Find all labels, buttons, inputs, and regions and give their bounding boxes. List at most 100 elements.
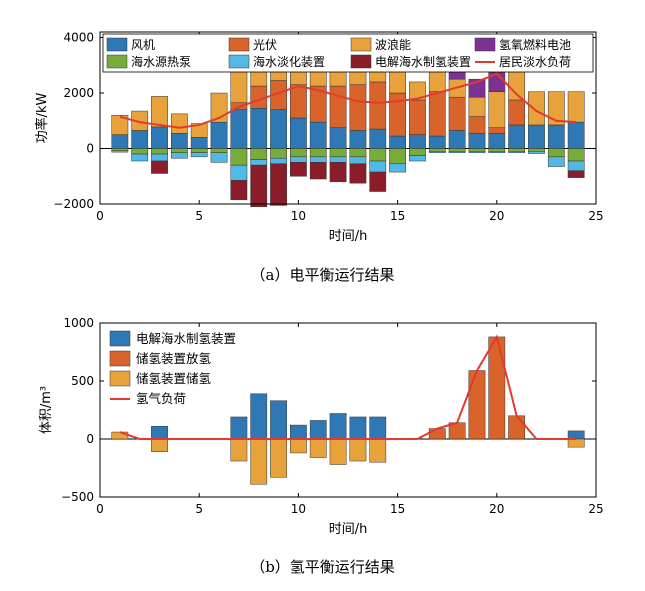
h2-bar-h2_electrolyzer bbox=[270, 400, 287, 440]
h2-x-tick-label: 10 bbox=[291, 502, 306, 516]
elec-bar-wave bbox=[389, 70, 406, 94]
elec-bar-wind bbox=[468, 133, 486, 149]
elec-bar-pv bbox=[369, 81, 387, 130]
elec-bar-desal bbox=[151, 153, 168, 162]
h2-bar-h2_charge bbox=[230, 438, 248, 462]
h2-bar-h2_electrolyzer bbox=[567, 430, 585, 440]
elec-bar-electrolyzer bbox=[567, 170, 585, 178]
elec-bar-heatpump bbox=[528, 148, 545, 152]
elec-bar-heatpump bbox=[131, 148, 149, 155]
elec-bar-pv bbox=[329, 85, 347, 128]
elec-bar-heatpump bbox=[349, 148, 367, 158]
elec-legend-swatch-heatpump bbox=[106, 54, 128, 69]
elec-bar-wind bbox=[151, 126, 168, 149]
h2-bar-h2_discharge bbox=[428, 428, 446, 440]
elec-bar-pv bbox=[389, 92, 406, 137]
elec-legend-label-load: 居民淡水负荷 bbox=[499, 55, 571, 69]
h2-bar-h2_charge bbox=[290, 438, 307, 454]
elec-legend-label-heatpump: 海水源热泵 bbox=[131, 54, 191, 69]
elec-bar-heatpump bbox=[309, 148, 327, 158]
elec-bar-heatpump bbox=[329, 148, 347, 158]
elec-legend-swatch-desal bbox=[228, 54, 250, 69]
elec-bar-wave bbox=[488, 91, 506, 128]
elec-legend-swatch-pv bbox=[228, 37, 250, 52]
elec-bar-electrolyzer bbox=[290, 162, 307, 177]
h2-y-tick-label: 500 bbox=[71, 374, 94, 388]
caption-electric-balance: （a）电平衡运行结果 bbox=[250, 266, 395, 284]
h2-legend-swatch-h2_charge bbox=[109, 370, 131, 387]
elec-bar-wind bbox=[448, 130, 466, 149]
h2-x-tick-label: 20 bbox=[489, 502, 504, 516]
elec-bar-pv bbox=[290, 84, 307, 119]
elec-plot-frame bbox=[99, 31, 597, 205]
elec-legend-box bbox=[102, 33, 594, 73]
elec-bar-desal bbox=[428, 151, 446, 153]
elec-bar-desal bbox=[409, 155, 426, 162]
elec-bar-pv bbox=[508, 99, 526, 126]
elec-bar-wave bbox=[170, 113, 188, 134]
elec-legend-swatch-wind bbox=[106, 37, 128, 52]
elec-bar-heatpump bbox=[547, 148, 565, 158]
elec-bar-wind bbox=[409, 134, 426, 149]
elec-bar-desal bbox=[210, 152, 228, 163]
h2-plot-frame bbox=[99, 322, 597, 498]
elec-bar-heatpump bbox=[468, 148, 486, 152]
h2-bar-h2_discharge bbox=[508, 415, 526, 440]
elec-bar-desal bbox=[329, 156, 347, 163]
elec-bar-wind bbox=[369, 128, 387, 149]
h2-bar-h2_discharge bbox=[468, 370, 486, 440]
h2-y-tick-label: −500 bbox=[61, 490, 94, 504]
h2-bar-h2_charge bbox=[250, 438, 268, 485]
elec-bar-wind bbox=[230, 109, 248, 149]
elec-bar-wind bbox=[250, 108, 268, 149]
h2-y-tick-label: 0 bbox=[86, 432, 94, 446]
elec-x-tick-label: 15 bbox=[390, 209, 405, 223]
elec-bar-desal bbox=[369, 160, 387, 173]
h2-bar-h2_discharge bbox=[488, 336, 506, 440]
h2-legend-label-h2_charge: 储氢装置储氢 bbox=[136, 371, 212, 386]
h2-bar-h2_electrolyzer bbox=[250, 393, 268, 440]
elec-bar-wind bbox=[329, 127, 347, 149]
elec-bar-heatpump bbox=[250, 148, 268, 160]
elec-bar-wind bbox=[270, 109, 287, 149]
elec-bar-electrolyzer bbox=[230, 180, 248, 201]
elec-x-tick-label: 10 bbox=[291, 209, 306, 223]
h2-x-tick-label: 0 bbox=[96, 502, 104, 516]
elec-legend-label-wave: 波浪能 bbox=[375, 37, 411, 52]
elec-bar-desal bbox=[190, 152, 208, 158]
elec-bar-wind bbox=[428, 135, 446, 149]
elec-bar-heatpump bbox=[170, 148, 188, 153]
elec-bar-electrolyzer bbox=[151, 160, 168, 174]
elec-y-tick-label: −2000 bbox=[53, 197, 94, 211]
elec-bar-wind bbox=[170, 133, 188, 149]
elec-bar-heatpump bbox=[389, 148, 406, 165]
h2-bar-h2_electrolyzer bbox=[349, 416, 367, 440]
elec-x-axis-label: 时间/h bbox=[329, 229, 368, 244]
elec-bar-wind bbox=[349, 130, 367, 149]
elec-bar-heatpump bbox=[270, 148, 287, 159]
elec-bar-wave bbox=[428, 69, 446, 92]
elec-bar-heatpump bbox=[151, 148, 168, 155]
elec-y-tick-label: 4000 bbox=[63, 31, 94, 45]
elec-bar-electrolyzer bbox=[270, 163, 287, 206]
elec-bar-heatpump bbox=[428, 148, 446, 152]
elec-bar-wave bbox=[567, 91, 585, 123]
h2-bar-h2_electrolyzer bbox=[369, 416, 387, 440]
elec-bar-heatpump bbox=[230, 148, 248, 166]
elec-bar-wave bbox=[547, 91, 565, 126]
elec-bar-heatpump bbox=[488, 148, 506, 152]
h2-line-h2_load bbox=[119, 334, 577, 440]
elec-bar-heatpump bbox=[111, 148, 129, 151]
elec-bar-desal bbox=[170, 152, 188, 159]
h2-bar-h2_charge bbox=[309, 438, 327, 458]
elec-bar-desal bbox=[270, 157, 287, 165]
h2-bar-h2_charge bbox=[567, 438, 585, 448]
elec-bar-desal bbox=[547, 156, 565, 167]
elec-bar-wave bbox=[111, 114, 129, 135]
elec-x-tick-label: 5 bbox=[195, 209, 203, 223]
elec-bar-heatpump bbox=[290, 148, 307, 158]
elec-bar-pv bbox=[349, 84, 367, 131]
elec-bar-desal bbox=[567, 160, 585, 171]
h2-bar-h2_charge bbox=[369, 438, 387, 463]
